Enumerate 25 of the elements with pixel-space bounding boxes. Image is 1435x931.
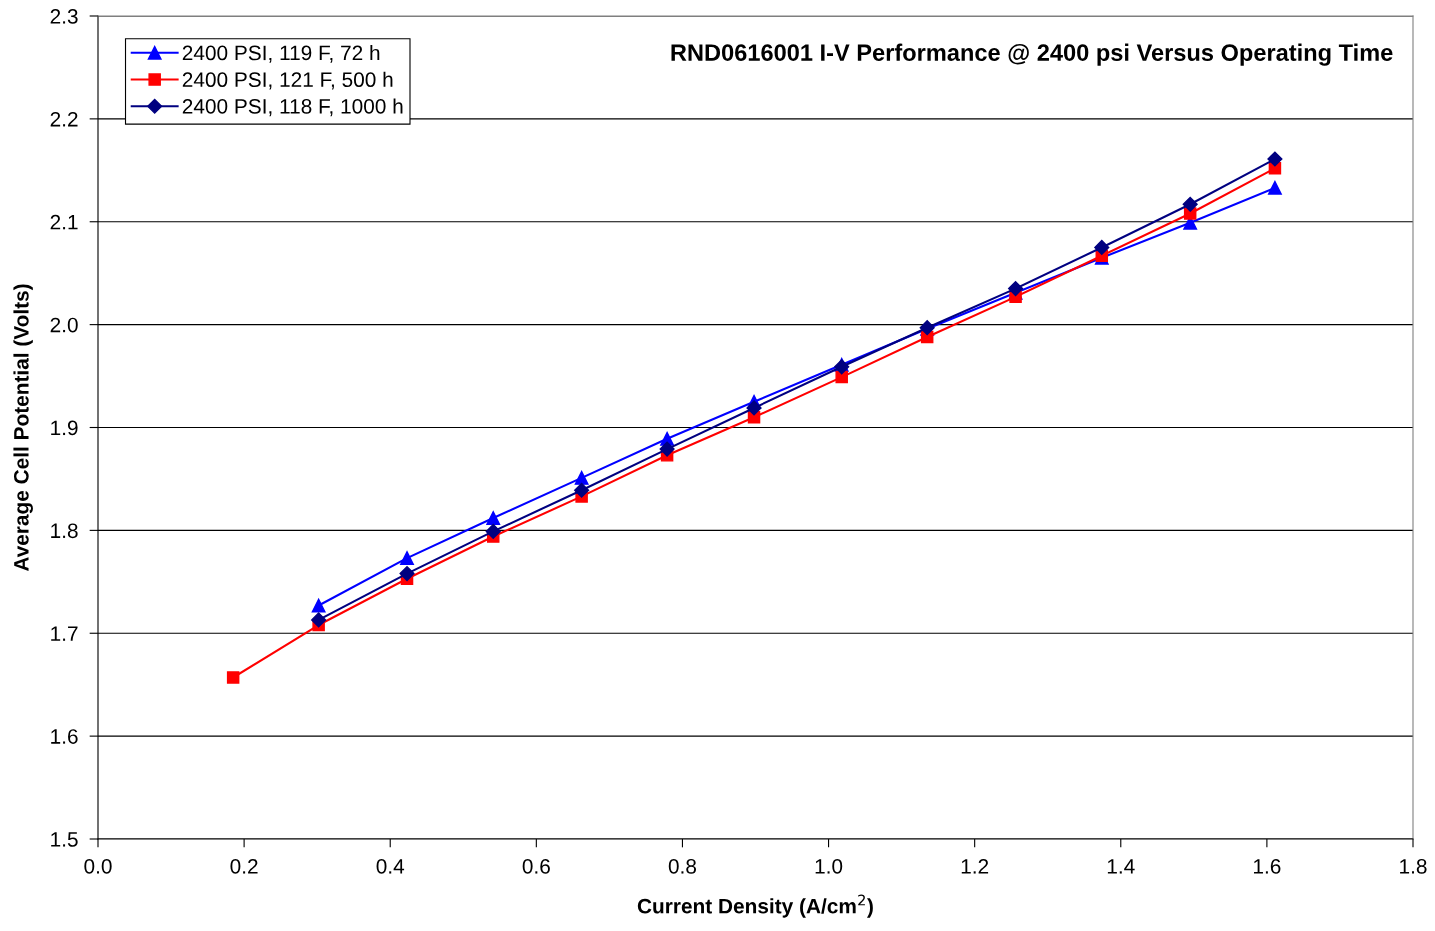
legend-label: 2400 PSI, 118 F, 1000 h [182, 98, 403, 117]
legend-label: 2400 PSI, 121 F, 500 h [182, 71, 393, 90]
x-tick-label: 1.0 [815, 858, 843, 874]
y-tick-label: 2.2 [50, 111, 78, 127]
y-tick-label: 2.1 [50, 214, 78, 230]
y-tick-label: 2.0 [50, 317, 78, 333]
x-tick-label: 0.8 [668, 858, 697, 874]
x-tick-label: 1.8 [1400, 858, 1427, 874]
y-tick-label: 1.9 [51, 420, 78, 436]
text: RND0616001 I-V Performance @ 2400 psi Versus Operating Time [671, 43, 1393, 66]
y-tick-label: 1.8 [51, 523, 78, 539]
y-axis-title: Average Cell Potential (Volts) [13, 284, 33, 572]
legend-label: 2400 PSI, 119 F, 72 h [182, 45, 380, 63]
x-tick-label: 1.4 [1107, 859, 1135, 874]
x-tick-label: 0.4 [376, 858, 405, 874]
x-tick-label: 0.2 [230, 858, 258, 874]
y-tick-label: 1.5 [51, 832, 78, 847]
x-tick-label: 0.0 [84, 858, 112, 874]
x-tick-label: 0.6 [522, 858, 550, 874]
y-tick-label: 1.7 [51, 626, 78, 641]
x-tick-label: 1.2 [961, 858, 989, 874]
x-axis-title: Current Density (A/cm$^{2}$) [637, 894, 873, 918]
y-tick-label: 1.6 [51, 729, 78, 744]
y-tick-label: 2.3 [50, 9, 78, 24]
x-tick-label: 1.6 [1254, 858, 1281, 874]
